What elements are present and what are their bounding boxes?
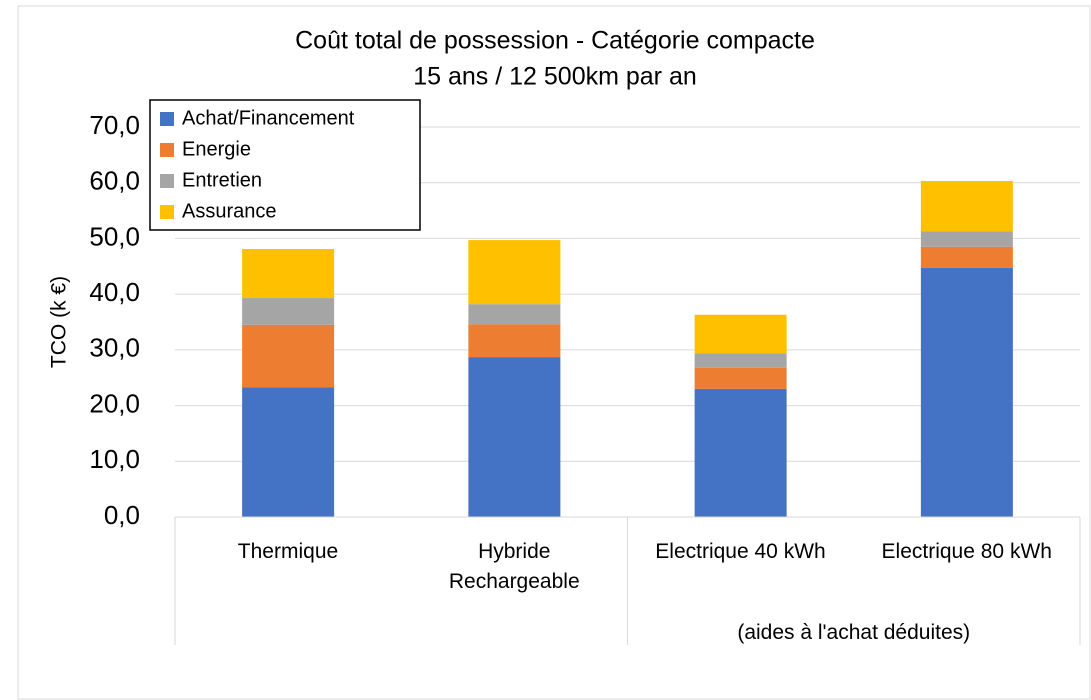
bar-segment	[920, 267, 1013, 517]
bar-segment	[468, 324, 561, 358]
bar-segment	[920, 231, 1013, 247]
x-tick-label: Thermique	[237, 540, 339, 563]
y-tick-label: 70,0	[89, 110, 140, 140]
x-tick-label: Hybride Rechargeable	[448, 540, 580, 593]
bar-segment	[242, 324, 335, 388]
x-tick-label: Electrique 80 kWh	[881, 540, 1052, 563]
legend-label: Assurance	[182, 200, 277, 222]
y-axis-label: TCO (k €)	[48, 276, 71, 368]
bar-segment	[920, 246, 1013, 268]
bar-segment	[468, 304, 561, 325]
y-tick-label: 40,0	[89, 277, 140, 307]
y-tick-label: 0,0	[104, 500, 140, 530]
y-tick-label: 50,0	[89, 221, 140, 251]
bar-segment	[468, 357, 561, 517]
legend-swatch	[160, 112, 174, 126]
legend: Achat/Financement Energie Entretien Assuran…	[149, 99, 421, 231]
bar-segment	[694, 388, 787, 517]
x-tick-label: Electrique 40 kWh	[655, 540, 826, 563]
legend-label: Entretien	[182, 169, 262, 191]
y-tick-label: 60,0	[89, 166, 140, 196]
y-tick-label: 10,0	[89, 444, 140, 474]
legend-swatch	[160, 174, 174, 188]
legend-box	[149, 99, 421, 231]
legend-label: Achat/Financement	[182, 107, 355, 129]
y-tick-label: 30,0	[89, 333, 140, 363]
chart-title: Coût total de possession - Catégorie com…	[295, 27, 815, 55]
bar-segment	[468, 240, 561, 305]
bar-segment	[694, 367, 787, 389]
bar-segment	[694, 314, 787, 354]
legend-swatch	[160, 205, 174, 219]
legend-label: Energie	[182, 138, 251, 160]
bar-segment	[242, 298, 335, 325]
bar-segment	[694, 353, 787, 368]
bar-segment	[242, 387, 335, 517]
legend-swatch	[160, 143, 174, 157]
bar-segment	[920, 181, 1013, 232]
bar-segment	[242, 249, 335, 299]
chart-subtitle: 15 ans / 12 500km par an	[413, 63, 697, 91]
group-label: (aides à l'achat déduites)	[737, 621, 971, 644]
y-tick-label: 20,0	[89, 388, 140, 418]
